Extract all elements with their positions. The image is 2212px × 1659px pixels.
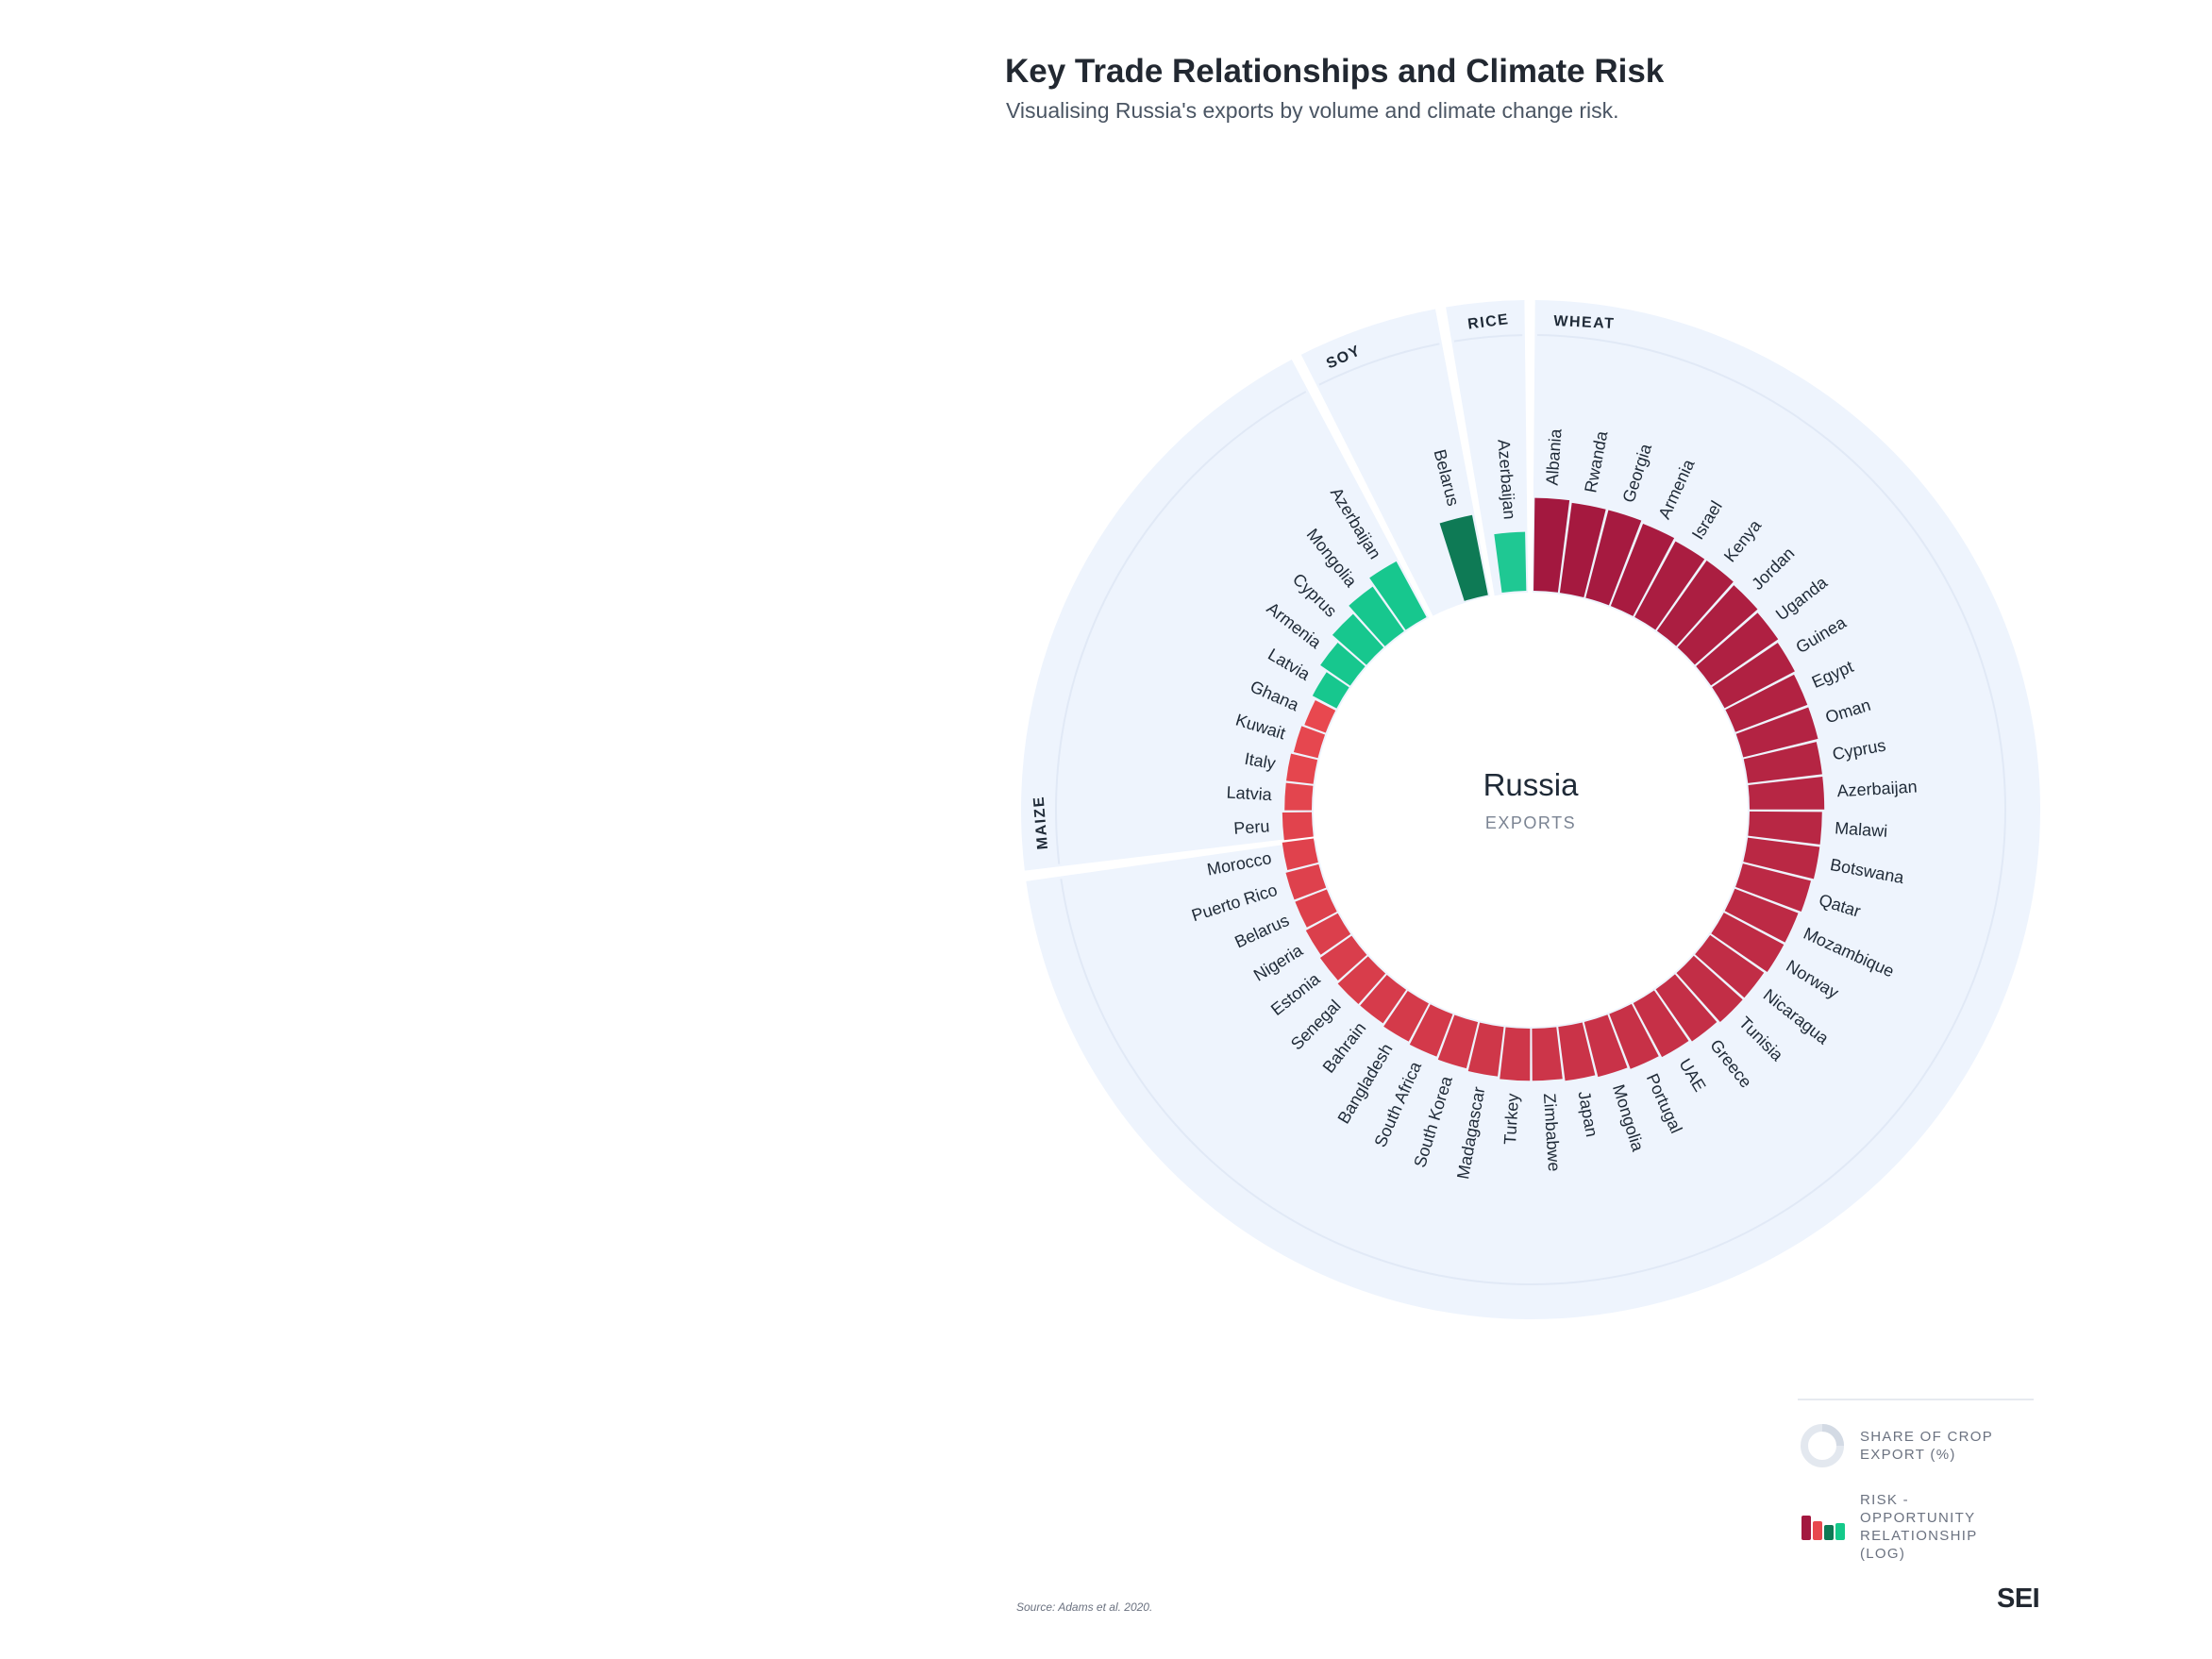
legend-share-label: SHARE OF CROP EXPORT (%) [1860, 1429, 1993, 1463]
bar-wheat-latvia [1284, 782, 1314, 811]
crop-share-sectors [1021, 300, 2040, 1320]
sector-soy [1300, 309, 1506, 692]
bar-wheat-israel [1634, 541, 1705, 630]
bar-wheat-turkey [1500, 1027, 1531, 1081]
bar-wheat-italy [1286, 753, 1318, 784]
bar-wheat-nigeria [1305, 913, 1351, 955]
bar-maize-latvia [1312, 672, 1349, 709]
bar-wheat-kenya [1656, 561, 1734, 646]
source-note: Source: Adams et al. 2020. [1016, 1600, 1153, 1614]
crop-label-wheat: WHEAT [1553, 313, 1616, 332]
bar-maize-azerbaijan [1369, 561, 1427, 630]
legend-share: SHARE OF CROP EXPORT (%) [1798, 1421, 2034, 1470]
bar-wheat-bangladesh [1383, 990, 1429, 1042]
sei-logo: SEI [1997, 1584, 2040, 1614]
legend: SHARE OF CROP EXPORT (%) RISK - OPPORTUN… [1798, 1399, 2034, 1584]
sector-ring-rice [1453, 334, 1523, 343]
bar-wheat-kuwait [1293, 726, 1326, 759]
bar-wheat-south-africa [1409, 1004, 1453, 1057]
bar-wheat-bahrain [1360, 974, 1407, 1024]
bar-rice-azerbaijan [1494, 531, 1527, 594]
bar-wheat-mongolia [1584, 1014, 1628, 1078]
center-disc [1314, 593, 1748, 1027]
bar-wheat-botswana [1743, 837, 1820, 880]
bar-wheat-zimbabwe [1532, 1027, 1563, 1081]
page-subtitle: Visualising Russia's exports by volume a… [1006, 98, 1619, 123]
bar-wheat-albania [1533, 497, 1570, 593]
legend-risk-label: RISK - OPPORTUNITY RELATIONSHIP (LOG) [1860, 1492, 1978, 1562]
bar-soy-belarus [1439, 514, 1488, 601]
bar-wheat-belarus [1295, 889, 1337, 928]
bar-wheat-jordan [1677, 585, 1758, 665]
donut-icon [1801, 1424, 1844, 1467]
bar-wheat-rwanda [1559, 502, 1606, 597]
bar-wheat-estonia [1319, 935, 1367, 980]
bar-wheat-guinea [1712, 643, 1795, 709]
bar-maize-cyprus [1332, 613, 1384, 665]
bar-wheat-madagascar [1467, 1022, 1504, 1077]
bar-wheat-qatar [1735, 863, 1811, 913]
country-label-wheat-latvia: Latvia [1226, 783, 1273, 805]
bar-wheat-uae [1633, 990, 1689, 1058]
bar-wheat-mozambique [1724, 888, 1799, 943]
bar-wheat-peru [1282, 812, 1314, 841]
bar-wheat-tunisia [1676, 955, 1743, 1023]
bar-wheat-senegal [1337, 956, 1386, 1004]
bar-wheat-japan [1558, 1022, 1596, 1081]
bar-wheat-puerto-rico [1285, 863, 1327, 900]
bar-wheat-cyprus [1743, 742, 1822, 783]
page-title: Key Trade Relationships and Climate Risk [1005, 53, 1665, 90]
country-label-wheat-malawi: Malawi [1835, 818, 1888, 841]
country-label-wheat-turkey: Turkey [1500, 1093, 1522, 1145]
bar-wheat-south-korea [1437, 1014, 1479, 1069]
country-label-wheat-peru: Peru [1233, 816, 1270, 838]
bar-wheat-azerbaijan [1748, 777, 1825, 810]
sector-ring-soy [1318, 343, 1440, 386]
bars-icon [1801, 1516, 1845, 1540]
legend-divider [1798, 1399, 2034, 1400]
legend-risk: RISK - OPPORTUNITY RELATIONSHIP (LOG) [1798, 1491, 2034, 1563]
sector-wheat [1026, 300, 2040, 1320]
bar-wheat-malawi [1748, 811, 1822, 845]
bar-wheat-morocco [1282, 838, 1318, 871]
crop-label-rice: RICE [1466, 311, 1510, 333]
bar-wheat-georgia [1585, 510, 1642, 606]
bar-wheat-egypt [1725, 674, 1808, 732]
bar-wheat-greece [1655, 974, 1718, 1042]
bar-wheat-armenia [1610, 523, 1675, 616]
center-sub-label: EXPORTS [1485, 813, 1576, 832]
bar-wheat-oman [1735, 707, 1818, 758]
center-country-label: Russia [1483, 767, 1580, 802]
bar-wheat-nicaragua [1695, 934, 1765, 998]
bar-wheat-norway [1711, 913, 1785, 972]
bar-maize-mongolia [1349, 586, 1404, 646]
bar-wheat-portugal [1609, 1003, 1659, 1069]
country-label-wheat-albania: Albania [1543, 427, 1566, 486]
country-label-wheat-azerbaijan: Azerbaijan [1836, 778, 1918, 801]
bar-wheat-uganda [1696, 612, 1779, 686]
bar-wheat-ghana [1304, 699, 1336, 733]
bar-maize-armenia [1320, 643, 1366, 686]
risk-bars [1282, 497, 1825, 1081]
crop-label-maize: MAIZE [1031, 795, 1051, 849]
